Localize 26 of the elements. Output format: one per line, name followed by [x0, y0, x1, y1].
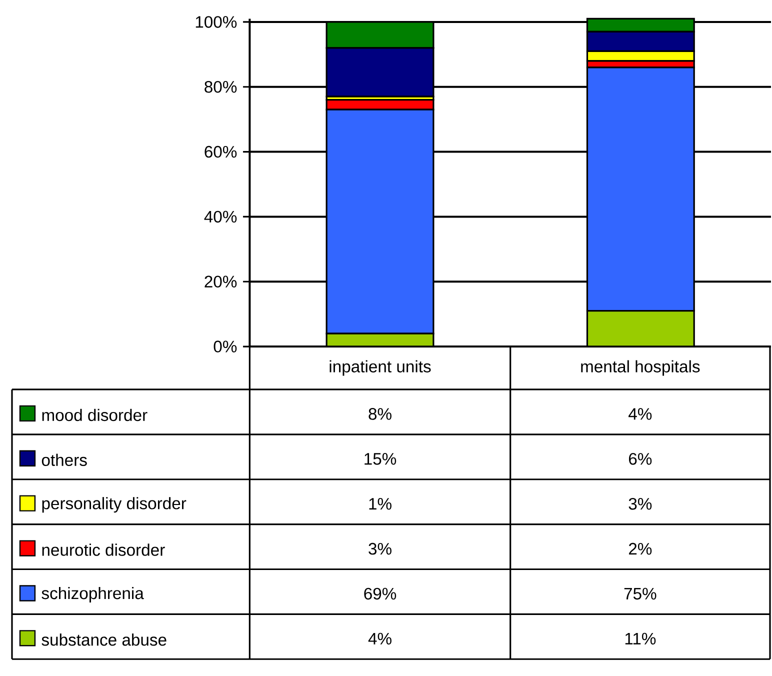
data-label: 6%	[628, 452, 652, 465]
legend-label: personality disorder	[42, 497, 186, 513]
y-tick-label: 60%	[204, 146, 237, 158]
data-label: 11%	[625, 632, 656, 644]
legend-label: others	[42, 454, 87, 466]
data-label: 1%	[369, 498, 392, 510]
data-label: 2%	[628, 542, 652, 555]
y-tick-label: 80%	[204, 80, 237, 93]
y-tick-label: 0%	[214, 340, 237, 352]
legend-label: schizophrenia	[42, 586, 144, 602]
data-label: 75%	[624, 588, 656, 600]
data-label: 15%	[364, 452, 396, 465]
x-tick-label: mental hospitals	[581, 360, 700, 376]
legend-label: substance abuse	[42, 633, 166, 646]
legend-label: mood disorder	[42, 408, 148, 422]
x-tick-label: inpatient units	[330, 360, 431, 376]
data-label: 4%	[628, 408, 652, 420]
y-tick-label: 20%	[204, 276, 237, 288]
legend-label: neurotic disorder	[42, 544, 165, 556]
data-label: 3%	[368, 542, 392, 555]
data-label: 8%	[368, 408, 392, 420]
y-tick-label: 100%	[196, 16, 237, 28]
data-label: 3%	[628, 498, 652, 510]
y-tick-label: 40%	[204, 210, 237, 223]
data-label: 4%	[368, 632, 392, 644]
data-label: 69%	[364, 588, 396, 600]
